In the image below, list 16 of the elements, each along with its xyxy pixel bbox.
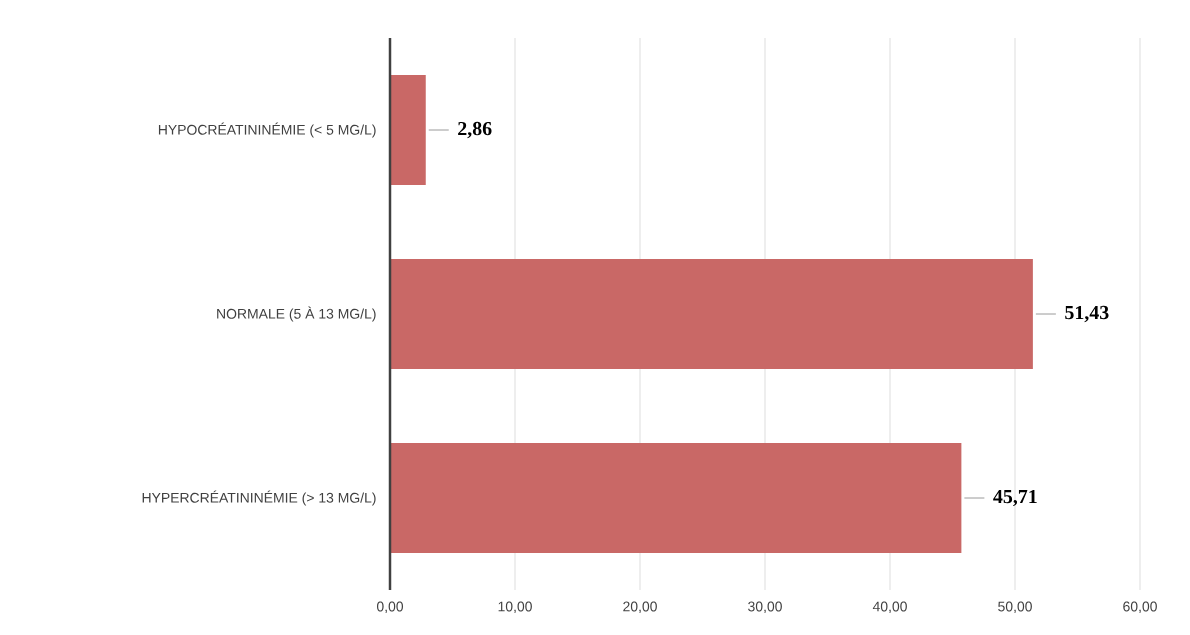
bar xyxy=(390,443,962,554)
x-tick-label: 40,00 xyxy=(872,601,907,614)
x-tick-label: 10,00 xyxy=(498,601,532,614)
y-tick-label: NORMALE (5 À 13 MG/L) xyxy=(217,306,376,322)
data-label: 2,86 xyxy=(458,121,492,139)
x-tick-label: 50,00 xyxy=(998,601,1032,614)
x-tick-label: 20,00 xyxy=(623,601,657,614)
x-tick-label: 60,00 xyxy=(1123,601,1157,614)
data-label: 51,43 xyxy=(1065,305,1109,323)
y-tick-label: HYPERCRÉATININÉMIE (> 13 MG/L) xyxy=(142,490,376,506)
x-tick-label: 0,00 xyxy=(376,601,404,614)
x-tick-label: 30,00 xyxy=(748,601,782,614)
data-label: 45,71 xyxy=(993,489,1037,507)
y-tick-label: HYPOCRÉATININÉMIE (< 5 MG/L) xyxy=(158,122,376,138)
bar xyxy=(390,75,426,185)
bar xyxy=(390,259,1033,369)
